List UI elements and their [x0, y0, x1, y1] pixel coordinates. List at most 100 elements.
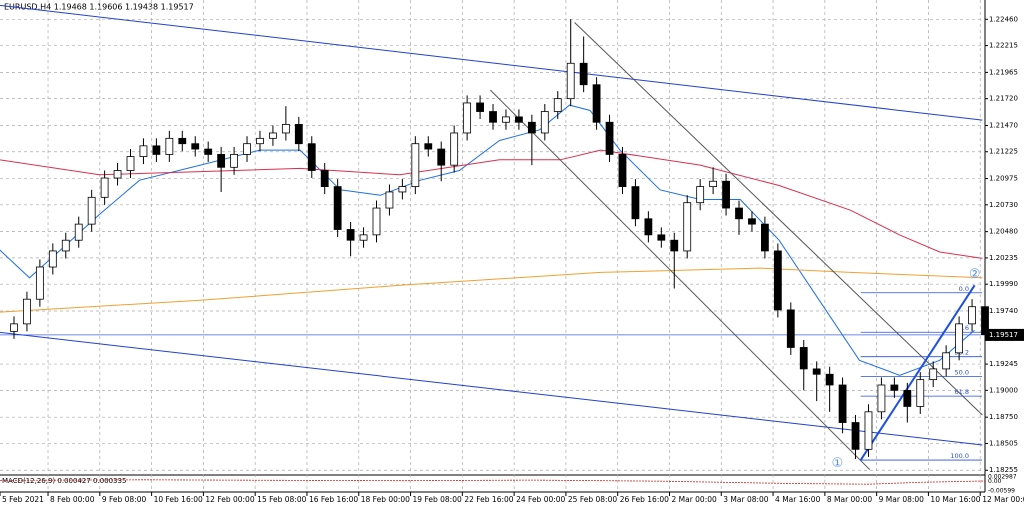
- candle-body: [553, 98, 562, 112]
- candle-body: [152, 145, 161, 155]
- candle-body: [722, 180, 730, 209]
- candle-body: [929, 368, 938, 381]
- macd-tick-label: -0.00599: [988, 488, 1015, 495]
- candle-body: [23, 298, 31, 325]
- candle-body: [10, 323, 18, 332]
- y-tick-label: 1.18505: [989, 439, 1018, 447]
- y-tick-label: 1.21965: [989, 68, 1018, 76]
- y-tick-label: 1.19245: [989, 360, 1018, 368]
- x-tick-label: 19 Feb 08:00: [413, 495, 462, 504]
- candle-body: [670, 239, 679, 252]
- y-tick-label: 1.18750: [989, 413, 1018, 421]
- candle-body: [463, 102, 472, 134]
- y-tick-label: 1.22215: [989, 42, 1018, 50]
- candle-body: [411, 143, 420, 187]
- x-tick-label: 10 Mar 16:00: [930, 495, 980, 504]
- candle-body: [955, 323, 964, 354]
- x-tick-label: 2 Mar 00:00: [671, 495, 717, 504]
- y-tick-label: 1.20730: [989, 201, 1018, 209]
- candle-body: [61, 239, 70, 252]
- candle-body: [683, 202, 692, 252]
- candle-body: [566, 62, 575, 100]
- candle-body: [527, 121, 536, 134]
- fib-label: 100.0: [950, 452, 969, 460]
- candle-body: [437, 148, 446, 166]
- candle-body: [761, 223, 769, 252]
- current-price-label: 1.19517: [989, 331, 1018, 339]
- x-tick-label: 3 Mar 08:00: [723, 495, 769, 504]
- candle-body: [489, 111, 497, 123]
- current-price-box: [985, 328, 1024, 341]
- candle-body: [877, 384, 886, 413]
- candle-body: [100, 177, 109, 198]
- macd-tick-label: 0.002987: [988, 474, 1017, 481]
- candle-body: [696, 186, 705, 204]
- fib-label: 61.8: [955, 388, 969, 396]
- candle-body: [450, 132, 459, 166]
- candle-body: [579, 62, 588, 86]
- overlay-line: [0, 331, 983, 446]
- x-tick-label: 5 Feb 2021: [2, 495, 44, 504]
- x-tick-label: 8 Feb 00:00: [50, 495, 95, 504]
- x-tick-label: 9 Feb 08:00: [102, 495, 147, 504]
- y-tick-label: 1.18255: [989, 466, 1018, 474]
- overlay-line: [490, 89, 871, 471]
- candle-body: [256, 137, 264, 145]
- candle-body: [269, 132, 277, 139]
- y-tick-label: 1.19000: [989, 386, 1018, 394]
- candle-body: [48, 250, 57, 268]
- y-tick-label: 1.20480: [989, 228, 1018, 236]
- candle-body: [773, 250, 782, 311]
- candle-body: [398, 186, 407, 193]
- overlay-line: [0, 149, 983, 259]
- candle-body: [786, 309, 795, 348]
- candle-body: [515, 116, 523, 123]
- candle-body: [424, 143, 433, 150]
- candle-body: [191, 143, 200, 150]
- overlay-line: [0, 4, 983, 121]
- candle-body: [903, 389, 912, 407]
- y-tick-label: 1.21470: [989, 121, 1018, 129]
- macd-tick-label: 0.00: [988, 478, 1002, 485]
- y-tick-label: 1.22460: [989, 15, 1018, 23]
- fib-label: 50.0: [955, 368, 969, 376]
- candle-body: [359, 234, 368, 241]
- candle-body: [812, 368, 821, 375]
- candle-body: [243, 143, 251, 155]
- candle-body: [126, 156, 135, 171]
- overlay-line: [574, 22, 983, 416]
- candle-body: [281, 123, 290, 134]
- indicator-label: MACD(12,26,9) 0.000427 0.000335: [2, 477, 126, 485]
- candle-body: [320, 170, 329, 187]
- x-tick-label: 9 Mar 08:00: [879, 495, 925, 504]
- candle-body: [178, 137, 187, 145]
- candle-body: [592, 84, 601, 123]
- candle-body: [799, 347, 808, 370]
- candle-body: [217, 154, 226, 168]
- x-tick-label: 25 Feb 08:00: [568, 495, 617, 504]
- x-tick-label: 12 Feb 00:00: [205, 495, 254, 504]
- candle-body: [942, 352, 951, 370]
- x-tick-label: 26 Feb 16:00: [620, 495, 669, 504]
- wave-label: ②: [969, 267, 981, 282]
- candle-body: [838, 384, 847, 423]
- candle-body: [618, 154, 627, 187]
- x-tick-label: 15 Feb 08:00: [257, 495, 306, 504]
- candle-body: [307, 143, 316, 171]
- candle-body: [851, 422, 860, 450]
- candle-body: [204, 148, 213, 155]
- candle-body: [748, 218, 756, 225]
- candle-body: [346, 229, 355, 241]
- fib-label: 0.0: [959, 285, 969, 293]
- candle-body: [385, 191, 394, 209]
- candle-body: [540, 111, 549, 134]
- candle-body: [644, 218, 653, 236]
- candle-body: [35, 266, 44, 300]
- candle-body: [825, 373, 834, 386]
- candle-body: [74, 223, 83, 241]
- candle-body: [230, 154, 238, 168]
- overlay-line: [859, 284, 976, 461]
- candle-body: [864, 411, 873, 450]
- x-tick-label: 24 Feb 00:00: [516, 495, 565, 504]
- macd-line: [0, 479, 986, 485]
